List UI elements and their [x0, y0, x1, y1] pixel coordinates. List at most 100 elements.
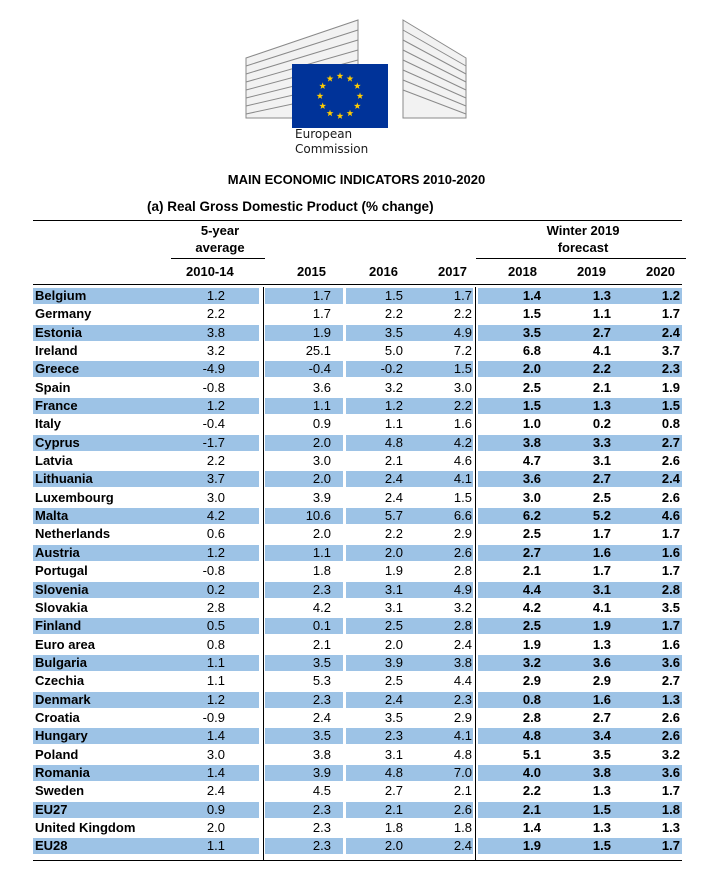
row-shading	[478, 838, 682, 855]
value-cell: 4.9	[453, 581, 472, 597]
year-header: 2016	[369, 264, 398, 279]
value-cell: 1.6	[661, 636, 680, 652]
value-cell: 5.1	[522, 746, 541, 762]
table-row: Germany 2.2 1.7 2.2 2.2 1.5 1.1 1.7	[33, 305, 682, 323]
value-cell: 1.2	[206, 691, 225, 707]
value-cell: 2.9	[522, 673, 541, 689]
bottom-rule	[33, 860, 682, 861]
avg-header-rule	[171, 258, 265, 259]
table-row: Bulgaria 1.1 3.5 3.9 3.8 3.2 3.6 3.6	[33, 654, 682, 672]
table-row: Sweden 2.4 4.5 2.7 2.1 2.2 1.3 1.7	[33, 782, 682, 800]
value-cell: 1.1	[206, 673, 225, 689]
value-cell: 1.9	[384, 563, 403, 579]
value-cell: 1.1	[312, 544, 331, 560]
country-name: Italy	[35, 416, 62, 432]
value-cell: 1.9	[522, 838, 541, 854]
value-cell: 4.0	[522, 764, 541, 780]
row-shading	[265, 838, 343, 855]
column-divider	[475, 287, 476, 860]
value-cell: 1.1	[206, 838, 225, 854]
star-icon	[319, 102, 327, 109]
value-cell: 2.0	[384, 544, 403, 560]
country-name: Cyprus	[35, 434, 80, 450]
country-name: Finland	[35, 618, 82, 634]
value-cell: 3.2	[384, 379, 403, 395]
row-shading	[346, 581, 473, 598]
value-cell: 2.4	[384, 471, 403, 487]
value-cell: -0.8	[202, 563, 225, 579]
value-cell: 3.2	[522, 654, 541, 670]
value-cell: 2.7	[592, 471, 611, 487]
value-cell: 2.4	[661, 471, 680, 487]
value-cell: 1.7	[312, 288, 331, 303]
value-cell: 3.9	[312, 489, 331, 505]
value-cell: -0.9	[202, 709, 225, 725]
value-cell: 5.0	[384, 343, 403, 359]
country-name: Austria	[35, 544, 80, 560]
row-shading	[33, 471, 259, 488]
value-cell: 0.2	[592, 416, 611, 432]
table-row: Lithuania 3.7 2.0 2.4 4.1 3.6 2.7 2.4	[33, 470, 682, 488]
country-name: Lithuania	[35, 471, 93, 487]
row-shading	[346, 728, 473, 745]
value-cell: 1.6	[661, 544, 680, 560]
star-icon	[346, 75, 354, 82]
value-cell: 2.7	[592, 324, 611, 340]
row-shading	[478, 764, 682, 781]
value-cell: 4.1	[592, 343, 611, 359]
row-shading	[265, 471, 343, 488]
org-name-line2: Commission	[295, 142, 369, 156]
star-icon	[336, 112, 344, 119]
value-cell: 3.5	[592, 746, 611, 762]
row-shading	[265, 764, 343, 781]
value-cell: 10.6	[305, 508, 331, 524]
value-cell: 1.9	[661, 379, 680, 395]
value-cell: 1.8	[312, 563, 331, 579]
row-shading	[33, 618, 259, 635]
value-cell: 2.7	[592, 709, 611, 725]
star-icon	[353, 102, 361, 109]
table-row: Romania 1.4 3.9 4.8 7.0 4.0 3.8 3.6	[33, 764, 682, 782]
table-row: Czechia 1.1 5.3 2.5 4.4 2.9 2.9 2.7	[33, 672, 682, 690]
row-shading	[33, 838, 259, 855]
row-shading	[265, 581, 343, 598]
org-name-line1: European	[295, 127, 353, 141]
value-cell: 3.0	[312, 453, 331, 469]
row-shading	[265, 288, 343, 304]
value-cell: 3.9	[384, 654, 403, 670]
country-name: Hungary	[35, 728, 88, 744]
table-row: Poland 3.0 3.8 3.1 4.8 5.1 3.5 3.2	[33, 746, 682, 764]
value-cell: 1.5	[522, 306, 541, 322]
table-row: Belgium 1.2 1.7 1.5 1.7 1.4 1.3 1.2	[33, 287, 682, 305]
country-name: Malta	[35, 508, 69, 524]
value-cell: 2.9	[453, 709, 472, 725]
value-cell: 1.2	[206, 398, 225, 414]
row-shading	[478, 618, 682, 635]
value-cell: 3.8	[312, 746, 331, 762]
row-shading	[478, 471, 682, 488]
country-name: Spain	[35, 379, 71, 395]
document-title: MAIN ECONOMIC INDICATORS 2010-2020	[227, 172, 486, 187]
row-shading	[265, 691, 343, 708]
country-name: Luxembourg	[35, 489, 114, 505]
value-cell: 4.6	[661, 508, 680, 524]
country-name: Slovenia	[35, 581, 89, 597]
country-name: Croatia	[35, 709, 80, 725]
value-cell: 2.6	[661, 709, 680, 725]
value-cell: 3.5	[384, 324, 403, 340]
value-cell: 3.1	[592, 581, 611, 597]
row-shading	[33, 801, 259, 818]
value-cell: 3.5	[312, 654, 331, 670]
value-cell: 1.3	[592, 398, 611, 414]
value-cell: 1.7	[661, 618, 680, 634]
value-cell: 3.8	[453, 654, 472, 670]
value-cell: 1.8	[661, 801, 680, 817]
star-icon	[326, 75, 334, 82]
value-cell: 7.0	[453, 764, 472, 780]
country-name: Romania	[35, 764, 90, 780]
value-cell: 7.2	[453, 343, 472, 359]
row-shading	[478, 654, 682, 671]
value-cell: 1.9	[522, 636, 541, 652]
value-cell: 4.8	[522, 728, 541, 744]
value-cell: 2.2	[453, 306, 472, 322]
